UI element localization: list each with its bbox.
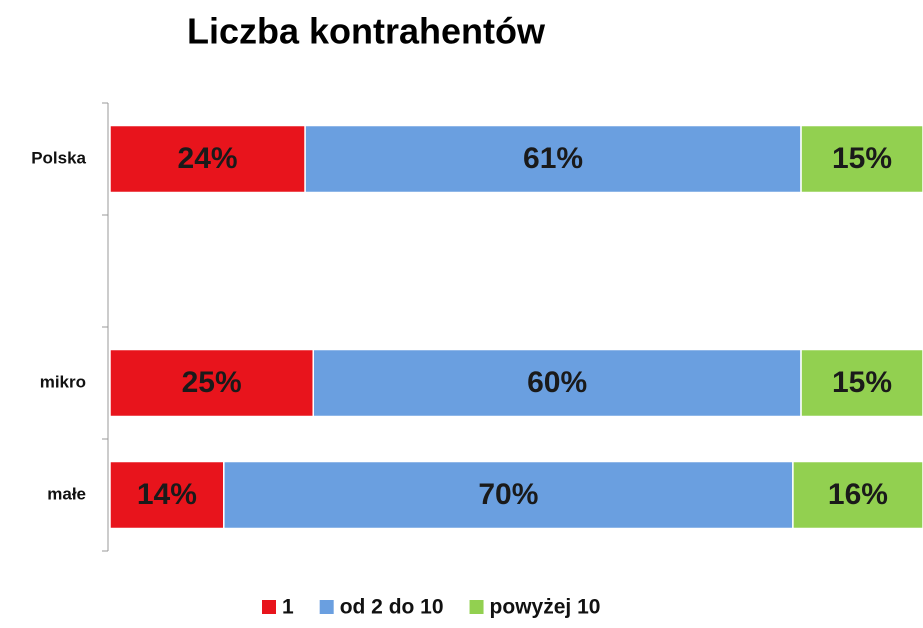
bar-segment [109,348,314,418]
data-label: 16% [828,478,888,511]
data-label: 15% [832,142,892,175]
y-tick-label: małe [47,484,86,503]
bar-segment [223,460,794,530]
y-tick-label: mikro [40,372,86,391]
data-label: 61% [523,142,583,175]
data-label: 25% [182,366,242,399]
legend-swatch [469,600,484,614]
legend-label: od 2 do 10 [340,596,444,619]
data-label: 60% [527,366,587,399]
data-label: 70% [478,478,538,511]
data-label: 15% [832,366,892,399]
y-tick-label: Polska [31,148,86,167]
bar-segment [792,460,923,530]
legend-swatch [319,600,334,614]
bar-segment [312,348,802,418]
data-label: 14% [137,478,197,511]
bar-segment [109,124,306,194]
data-label: 24% [178,142,238,175]
chart-title: Liczba kontrahentów [187,11,546,52]
legend-label: powyżej 10 [490,596,601,619]
bar-segment [800,348,923,418]
legend-swatch [262,600,276,614]
legend-label: 1 [282,596,294,619]
bar-segment [109,460,225,530]
